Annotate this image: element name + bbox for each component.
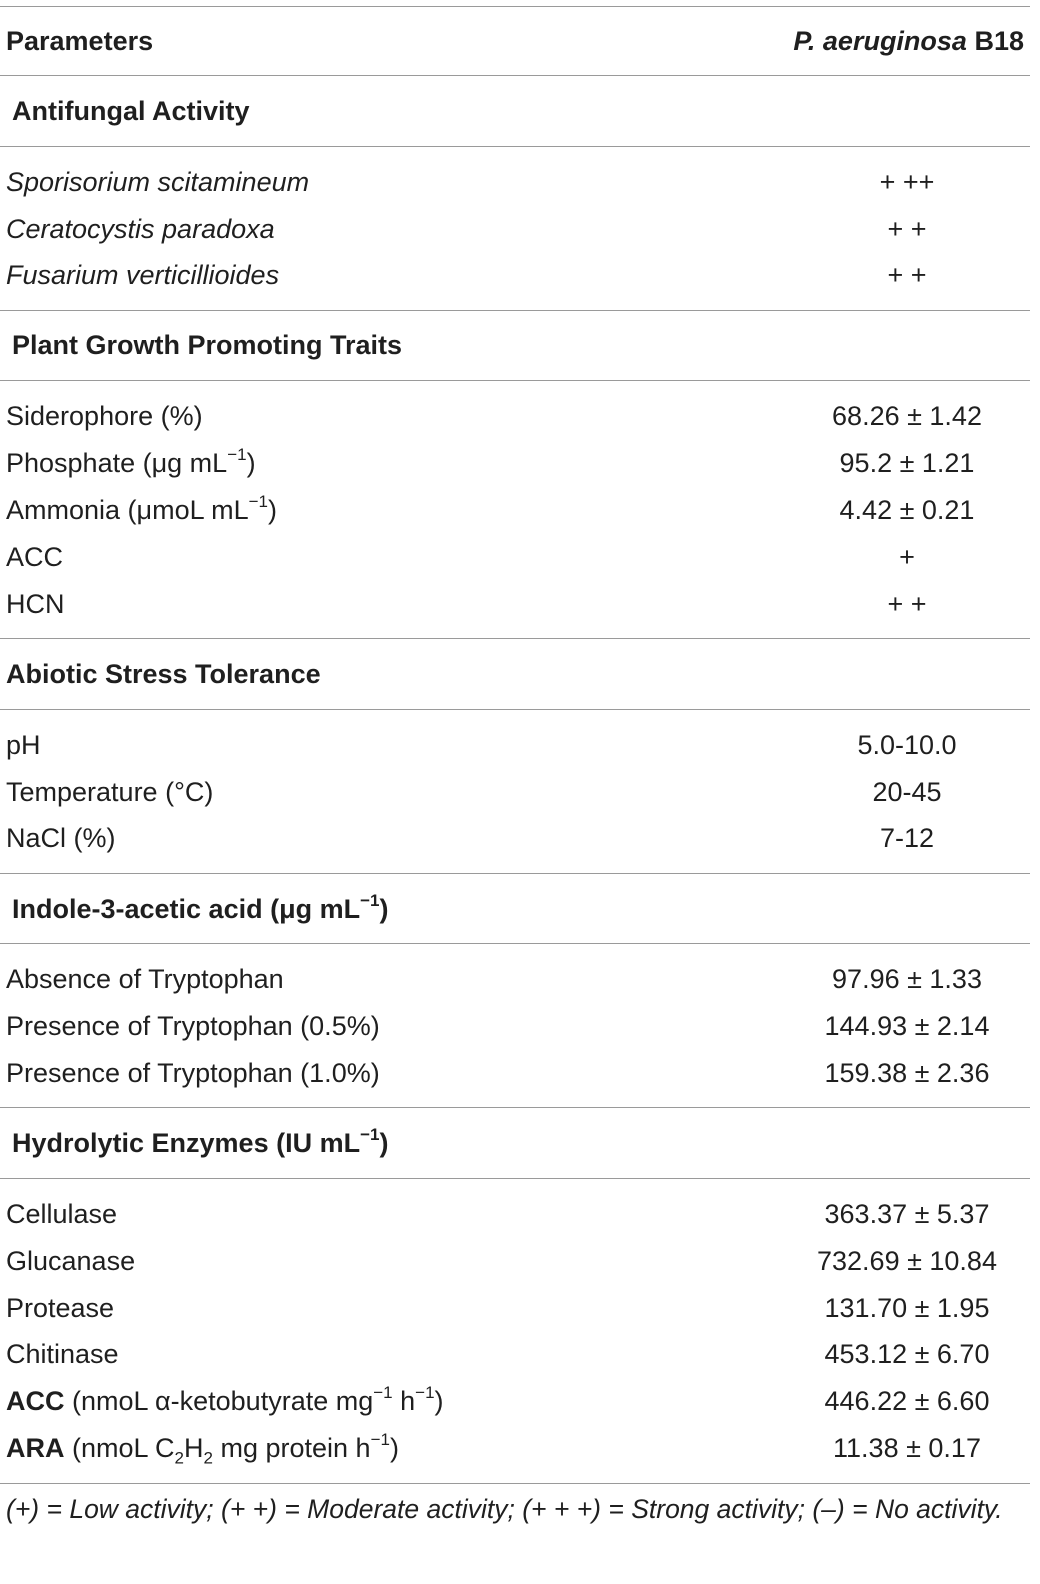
row-label: Phosphate (μg mL−1)	[6, 445, 256, 478]
row-label: Siderophore (%)	[6, 401, 203, 431]
table-row: Fusarium verticillioides + +	[6, 255, 1024, 295]
row-value: 5.0-10.0	[857, 730, 957, 760]
section-rule	[0, 380, 1030, 381]
table-row: Glucanase 732.69 ± 10.84	[6, 1241, 1024, 1281]
row-label: Presence of Tryptophan (0.5%)	[6, 1011, 380, 1041]
row-value: + +	[887, 589, 927, 619]
row-value: 363.37 ± 5.37	[824, 1199, 990, 1229]
section-rule	[0, 709, 1030, 710]
row-label: ACC	[6, 542, 64, 572]
row-label: Sporisorium scitamineum	[6, 167, 310, 197]
row-value: 20-45	[872, 777, 942, 807]
table-row: Presence of Tryptophan (0.5%) 144.93 ± 2…	[6, 1006, 1024, 1046]
section-rule	[0, 310, 1030, 311]
row-label: NaCl (%)	[6, 823, 116, 853]
row-label: Temperature (°C)	[6, 777, 214, 807]
table-row: Ammonia (μmoL mL−1) 4.42 ± 0.21	[6, 490, 1024, 530]
header-parameters: Parameters	[6, 26, 154, 56]
row-label: pH	[6, 730, 41, 760]
row-value: 7-12	[879, 823, 935, 853]
table-header-row: Parameters P. aeruginosa B18	[6, 21, 1024, 61]
row-label: Ammonia (μmoL mL−1)	[6, 492, 278, 525]
table-row: Sporisorium scitamineum + ++	[6, 162, 1024, 202]
section-rule	[0, 638, 1030, 639]
row-value: 144.93 ± 2.14	[824, 1011, 990, 1041]
section-rule	[0, 146, 1030, 147]
table-row: Temperature (°C) 20-45	[6, 772, 1024, 812]
section-title-iaa: Indole-3-acetic acid (μg mL−1)	[12, 891, 389, 924]
row-value: 732.69 ± 10.84	[817, 1246, 997, 1276]
row-label: Ceratocystis paradoxa	[6, 214, 275, 244]
row-label: HCN	[6, 589, 65, 619]
row-value: 68.26 ± 1.42	[832, 401, 982, 431]
row-value: 95.2 ± 1.21	[839, 448, 975, 478]
row-label: Glucanase	[6, 1246, 136, 1276]
row-value: 11.38 ± 0.17	[833, 1433, 981, 1463]
row-label: Presence of Tryptophan (1.0%)	[6, 1058, 380, 1088]
row-label: Cellulase	[6, 1199, 118, 1229]
row-value: 159.38 ± 2.36	[824, 1058, 990, 1088]
section-title-hydrolytic: Hydrolytic Enzymes (IU mL−1)	[12, 1125, 389, 1158]
table-top-rule	[0, 6, 1030, 7]
row-value: 131.70 ± 1.95	[824, 1293, 990, 1323]
table-row: Protease 131.70 ± 1.95	[6, 1288, 1024, 1328]
table-bottom-rule	[0, 1483, 1030, 1484]
section-title-abiotic: Abiotic Stress Tolerance	[6, 659, 321, 689]
row-value: + +	[887, 214, 927, 244]
table-row: ACC +	[6, 537, 1024, 577]
section-rule	[0, 873, 1030, 874]
table-footnote: (+) = Low activity; (+ +) = Moderate act…	[6, 1494, 1003, 1524]
header-strain-id: B18	[966, 26, 1024, 56]
section-rule	[0, 1178, 1030, 1179]
table-row: ACC (nmoL α-ketobutyrate mg−1 h−1) 446.2…	[6, 1381, 1024, 1421]
row-value: +	[899, 542, 915, 572]
table-row: Cellulase 363.37 ± 5.37	[6, 1194, 1024, 1234]
row-value: + ++	[879, 167, 935, 197]
section-rule	[0, 1107, 1030, 1108]
table-row: Siderophore (%) 68.26 ± 1.42	[6, 396, 1024, 436]
header-strain: P. aeruginosa B18	[793, 21, 1024, 61]
table-row: Presence of Tryptophan (1.0%) 159.38 ± 2…	[6, 1053, 1024, 1093]
section-title-antifungal: Antifungal Activity	[12, 96, 250, 126]
table-row: Phosphate (μg mL−1) 95.2 ± 1.21	[6, 443, 1024, 483]
row-value: 4.42 ± 0.21	[839, 495, 975, 525]
table-row: HCN + +	[6, 584, 1024, 624]
row-value: 453.12 ± 6.70	[824, 1339, 990, 1369]
section-title-pgp: Plant Growth Promoting Traits	[12, 330, 403, 360]
table-row: pH 5.0-10.0	[6, 725, 1024, 765]
row-label: ARA (nmoL C2H2 mg protein h−1)	[6, 1430, 399, 1468]
row-label: Protease	[6, 1293, 115, 1323]
row-value: 446.22 ± 6.60	[824, 1386, 990, 1416]
table-row: ARA (nmoL C2H2 mg protein h−1) 11.38 ± 0…	[6, 1428, 1024, 1468]
row-value: + +	[887, 260, 927, 290]
header-strain-species: P. aeruginosa	[793, 26, 967, 56]
row-label: ACC (nmoL α-ketobutyrate mg−1 h−1)	[6, 1383, 444, 1416]
table-row: Absence of Tryptophan 97.96 ± 1.33	[6, 959, 1024, 999]
section-rule	[0, 943, 1030, 944]
table-row: Chitinase 453.12 ± 6.70	[6, 1334, 1024, 1374]
row-label: Chitinase	[6, 1339, 119, 1369]
row-value: 97.96 ± 1.33	[832, 964, 982, 994]
table-row: NaCl (%) 7-12	[6, 818, 1024, 858]
row-label: Fusarium verticillioides	[6, 260, 280, 290]
row-label: Absence of Tryptophan	[6, 964, 284, 994]
table-row: Ceratocystis paradoxa + +	[6, 209, 1024, 249]
header-rule	[0, 75, 1030, 76]
